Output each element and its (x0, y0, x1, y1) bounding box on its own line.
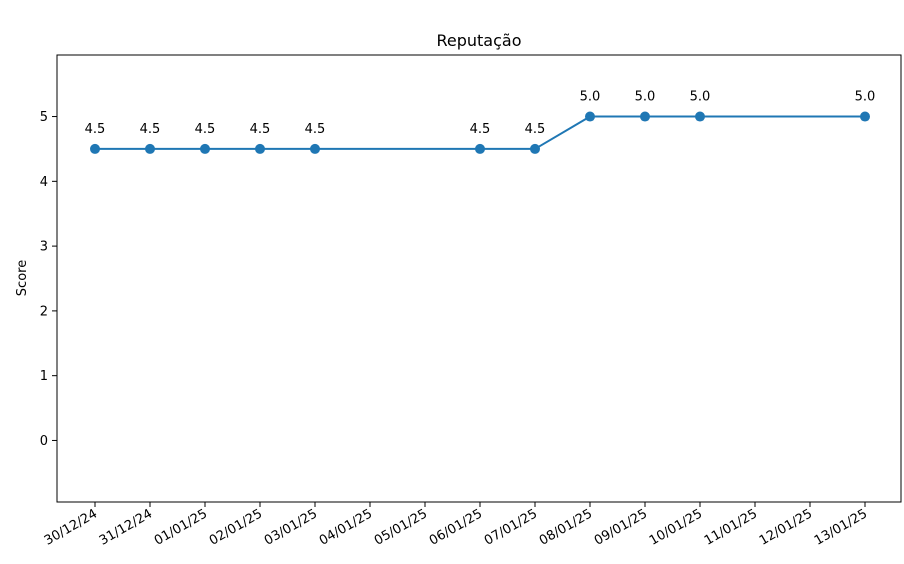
y-axis-ticks: 0 1 2 3 4 5 (40, 110, 57, 449)
data-point (145, 143, 155, 154)
data-label: 4.5 (85, 122, 106, 137)
data-label: 4.5 (195, 122, 216, 137)
data-point (585, 111, 595, 122)
y-tick-label: 3 (40, 240, 48, 255)
data-label: 4.5 (525, 122, 546, 137)
y-tick-label: 1 (40, 369, 48, 384)
data-point (695, 111, 705, 122)
plot-area-frame (56, 54, 902, 503)
data-label: 4.5 (250, 122, 271, 137)
data-point (530, 143, 540, 154)
data-point (310, 143, 320, 154)
data-label: 5.0 (635, 90, 656, 105)
data-point (200, 143, 210, 154)
data-label: 4.5 (140, 122, 161, 137)
data-point (860, 111, 870, 122)
series-layer (90, 111, 870, 154)
y-tick-label: 2 (40, 304, 48, 319)
data-label: 5.0 (690, 90, 711, 105)
data-label: 5.0 (855, 90, 876, 105)
y-tick-label: 5 (40, 110, 48, 125)
chart-title: Reputação (436, 31, 521, 50)
data-labels-layer: 4.5 4.5 4.5 4.5 4.5 4.5 4.5 5.0 5.0 5.0 5.0 (85, 90, 876, 137)
data-label: 4.5 (470, 122, 491, 137)
y-axis-label: Score (15, 260, 30, 296)
data-point (475, 143, 485, 154)
data-point (640, 111, 650, 122)
y-tick-label: 4 (40, 175, 48, 190)
data-point (255, 143, 265, 154)
y-tick-label: 0 (40, 434, 48, 449)
data-label: 4.5 (305, 122, 326, 137)
data-label: 5.0 (580, 90, 601, 105)
data-point (90, 143, 100, 154)
